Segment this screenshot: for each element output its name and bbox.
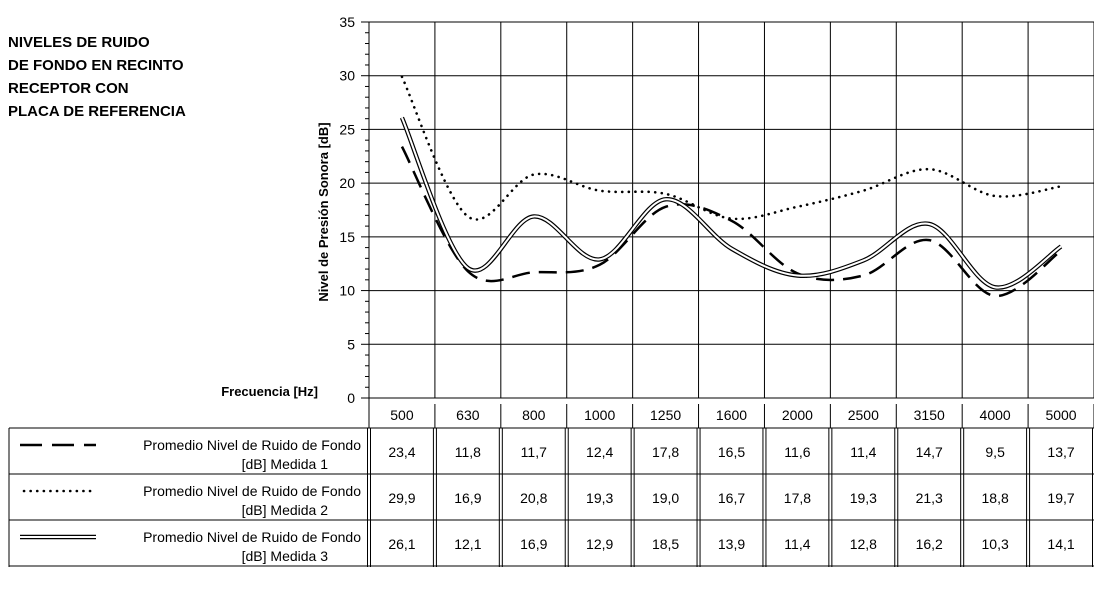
table-cell-value: 19,3 xyxy=(586,490,613,506)
series-line-1 xyxy=(400,146,1062,298)
series-line-3 xyxy=(399,116,1063,290)
series-line-2 xyxy=(400,75,1063,221)
x-tick-label: 2500 xyxy=(848,407,879,423)
series-name-line2: [dB] Medida 1 xyxy=(242,456,329,472)
series-path xyxy=(400,146,1062,298)
table-cell-value: 29,9 xyxy=(388,490,415,506)
x-tick-label: 500 xyxy=(390,407,414,423)
table-cell-value: 9,5 xyxy=(985,444,1005,460)
series-path xyxy=(400,75,1063,221)
table-cell-value: 20,8 xyxy=(520,490,547,506)
plot-series xyxy=(399,75,1063,298)
table-cell-value: 26,1 xyxy=(388,536,415,552)
x-tick-label: 5000 xyxy=(1045,407,1076,423)
table-cell-value: 19,7 xyxy=(1047,490,1074,506)
x-tick-label: 1600 xyxy=(716,407,747,423)
y-axis-title: Nivel de Presión Sonora [dB] xyxy=(316,122,331,301)
chart-title-line: DE FONDO EN RECINTO xyxy=(8,57,184,74)
table-row: Promedio Nivel de Ruido de Fondo [dB] Med… xyxy=(22,483,1075,518)
table-cell-value: 12,9 xyxy=(586,536,613,552)
table-cell-value: 17,8 xyxy=(784,490,811,506)
data-table: 500 630 800 1000 1250 1600 2000 2500 3150 4000 500… xyxy=(8,404,1094,567)
table-cell-value: 21,3 xyxy=(916,490,943,506)
table-cell-value: 23,4 xyxy=(388,444,415,460)
table-cell-value: 11,6 xyxy=(784,444,810,460)
series-name-line1: Promedio Nivel de Ruido de Fondo xyxy=(143,437,361,453)
table-cell-value: 10,3 xyxy=(982,536,1009,552)
table-cell-value: 18,8 xyxy=(982,490,1009,506)
table-cell-value: 12,4 xyxy=(586,444,613,460)
x-axis-title: Frecuencia [Hz] xyxy=(221,384,318,399)
chart-title-line: PLACA DE REFERENCIA xyxy=(8,103,186,120)
y-tick-label: 0 xyxy=(347,390,355,406)
table-cell-value: 11,4 xyxy=(784,536,810,552)
y-tick-label: 15 xyxy=(339,229,355,245)
table-cell-value: 11,4 xyxy=(850,444,876,460)
table-cell-value: 13,9 xyxy=(718,536,745,552)
table-cell-value: 11,8 xyxy=(455,444,481,460)
table-cell-value: 16,5 xyxy=(718,444,745,460)
series-name-line2: [dB] Medida 2 xyxy=(242,502,329,518)
table-cell-value: 19,3 xyxy=(850,490,877,506)
table-cell-value: 12,8 xyxy=(850,536,877,552)
x-tick-label: 1000 xyxy=(584,407,615,423)
x-tick-label: 800 xyxy=(522,407,546,423)
table-cell-value: 16,9 xyxy=(520,536,547,552)
y-tick-label: 25 xyxy=(339,121,355,137)
y-tick-label: 10 xyxy=(339,283,355,299)
x-tick-label: 2000 xyxy=(782,407,813,423)
chart-title-line: RECEPTOR CON xyxy=(8,80,129,97)
y-axis: 0 5 10 15 20 25 30 35 xyxy=(339,14,370,418)
table-cell-value: 13,7 xyxy=(1047,444,1074,460)
table-cell-value: 14,7 xyxy=(916,444,943,460)
table-cell-value: 19,0 xyxy=(652,490,679,506)
table-row: Promedio Nivel de Ruido de Fondo [dB] Med… xyxy=(20,437,1075,472)
table-cell-value: 16,9 xyxy=(454,490,481,506)
y-tick-label: 30 xyxy=(339,68,355,84)
y-tick-label: 35 xyxy=(339,14,355,30)
y-tick-label: 20 xyxy=(339,175,355,191)
table-cell-value: 14,1 xyxy=(1047,536,1074,552)
table-cell-value: 17,8 xyxy=(652,444,679,460)
series-name-line2: [dB] Medida 3 xyxy=(242,548,329,564)
table-cell-value: 16,2 xyxy=(916,536,943,552)
chart-title-line: NIVELES DE RUIDO xyxy=(8,34,150,51)
x-tick-label: 630 xyxy=(456,407,480,423)
table-cell-value: 18,5 xyxy=(652,536,679,552)
x-tick-label: 4000 xyxy=(980,407,1011,423)
chart-title: NIVELES DE RUIDO DE FONDO EN RECINTO REC… xyxy=(8,31,186,123)
plot-grid xyxy=(369,21,1094,399)
table-cell-value: 11,7 xyxy=(521,444,547,460)
table-cell-value: 16,7 xyxy=(718,490,745,506)
y-tick-label: 5 xyxy=(347,336,355,352)
series-path-inner xyxy=(401,117,1062,289)
x-tick-label: 1250 xyxy=(650,407,681,423)
table-row: Promedio Nivel de Ruido de Fondo [dB] Med… xyxy=(20,529,1075,564)
series-name-line1: Promedio Nivel de Ruido de Fondo xyxy=(143,483,361,499)
x-tick-label: 3150 xyxy=(914,407,945,423)
table-cell-value: 12,1 xyxy=(454,536,481,552)
series-name-line1: Promedio Nivel de Ruido de Fondo xyxy=(143,529,361,545)
